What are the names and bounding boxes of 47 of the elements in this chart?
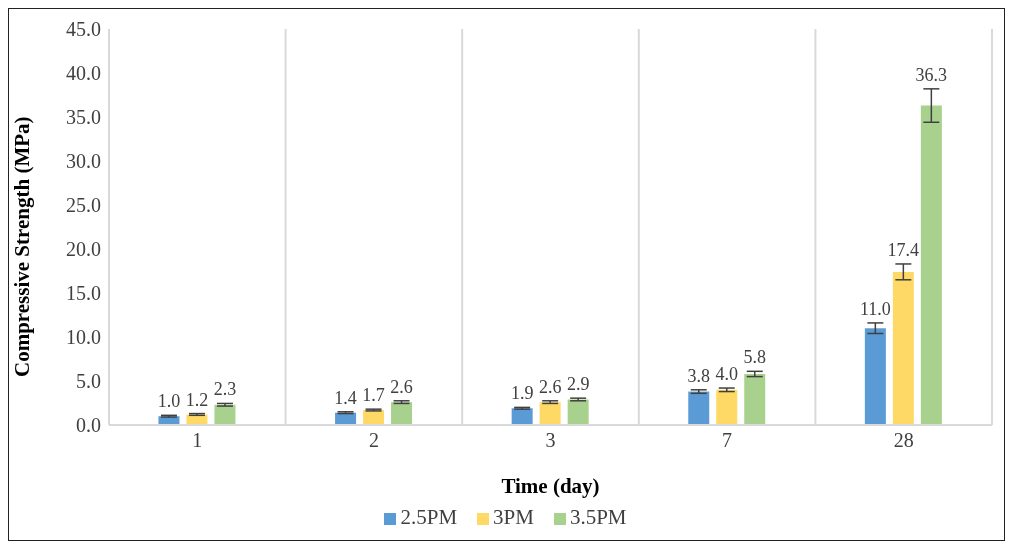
y-tick-label: 20.0 — [66, 238, 101, 261]
legend-label: 3.5PM — [569, 505, 627, 529]
data-label: 1.4 — [334, 387, 357, 408]
y-tick-label: 15.0 — [66, 282, 101, 305]
x-tick-label: 2 — [368, 429, 379, 452]
bar — [567, 399, 589, 425]
y-tick-label: 0.0 — [76, 414, 101, 437]
bar — [214, 404, 236, 425]
data-label: 36.3 — [915, 64, 948, 85]
data-label: 2.6 — [390, 376, 413, 397]
legend-label: 3PM — [493, 505, 534, 529]
data-label: 1.0 — [157, 391, 181, 412]
bar — [864, 328, 886, 425]
y-tick-label: 35.0 — [66, 106, 101, 129]
data-label: 5.8 — [743, 347, 766, 368]
x-tick-label: 28 — [893, 429, 914, 452]
bar — [511, 408, 533, 425]
data-label: 1.9 — [510, 383, 534, 404]
y-tick-label: 25.0 — [66, 194, 101, 217]
y-tick-label: 10.0 — [66, 326, 101, 349]
bar — [539, 402, 561, 425]
data-label: 2.9 — [566, 374, 590, 395]
bar — [391, 402, 413, 425]
bar — [920, 105, 942, 425]
data-label: 2.6 — [538, 376, 562, 397]
x-tick-label: 3 — [545, 429, 556, 452]
y-tick-label: 30.0 — [66, 150, 101, 173]
x-tick-label: 7 — [722, 429, 733, 452]
bar — [688, 391, 710, 425]
y-tick-label: 45.0 — [66, 18, 101, 41]
data-label: 3.8 — [687, 365, 710, 386]
y-axis-title: Compressive Strength (MPa) — [10, 116, 35, 377]
bar — [892, 271, 914, 425]
data-label: 2.3 — [213, 379, 237, 400]
bar — [716, 389, 738, 425]
bar — [744, 373, 766, 425]
legend-label: 2.5PM — [400, 505, 458, 529]
y-tick-label: 5.0 — [76, 370, 101, 393]
data-label: 4.0 — [715, 364, 738, 385]
data-label: 17.4 — [887, 239, 920, 260]
data-label: 11.0 — [859, 298, 891, 319]
x-axis-title: Time (day) — [501, 474, 600, 498]
x-tick-label: 1 — [192, 429, 203, 452]
y-tick-label: 40.0 — [66, 62, 101, 85]
data-label: 1.7 — [362, 385, 385, 406]
bar — [186, 414, 208, 425]
data-label: 1.2 — [185, 389, 209, 410]
